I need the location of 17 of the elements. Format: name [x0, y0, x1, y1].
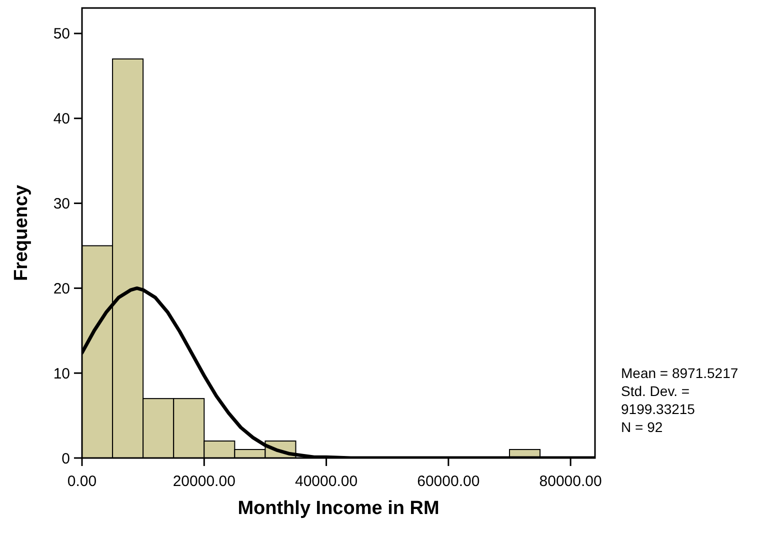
text: 9199.33215: [621, 401, 696, 417]
x-tick-label: 0.00: [67, 473, 97, 490]
text: Std. Dev. =: [621, 383, 690, 399]
x-tick-label: 20000.00: [172, 473, 236, 490]
y-tick-label: 10: [53, 365, 70, 382]
y-tick-label: 40: [53, 110, 70, 128]
text: Mean = 8971.5217: [621, 365, 738, 381]
y-tick-label: 20: [53, 280, 70, 298]
x-tick-label: 40000.00: [294, 473, 358, 490]
text: N = 92: [621, 419, 663, 435]
x-tick-label: 60000.00: [417, 473, 480, 490]
y-axis-title: Frequency: [11, 184, 32, 282]
x-tick-label: 80000.00: [539, 473, 602, 490]
x-axis-title: Monthly Income in RM: [238, 498, 440, 519]
y-tick-label: 30: [53, 196, 70, 213]
y-tick-label: 50: [53, 26, 70, 43]
y-tick-label: 0: [62, 450, 70, 468]
